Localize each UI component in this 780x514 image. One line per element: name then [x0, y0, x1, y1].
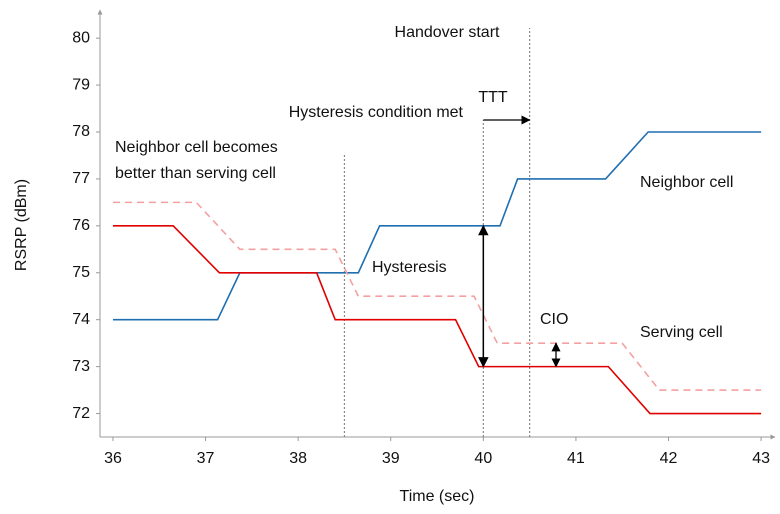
- y-tick-label: 73: [72, 358, 90, 375]
- x-axis-label: Time (sec): [400, 488, 475, 505]
- y-tick-label: 77: [72, 170, 90, 187]
- series-line: [112, 201, 762, 391]
- annotation: Hysteresis: [372, 259, 447, 276]
- x-tick-label: 42: [660, 450, 678, 467]
- annotation: Handover start: [395, 24, 500, 41]
- x-tick-label: 43: [752, 450, 770, 467]
- y-tick-label: 75: [72, 264, 90, 281]
- y-tick-label: 78: [72, 123, 90, 140]
- y-tick-label: 74: [72, 311, 90, 328]
- annotation: better than serving cell: [115, 165, 276, 182]
- x-tick-label: 41: [567, 450, 585, 467]
- y-tick-label: 80: [72, 29, 90, 46]
- annotation: CIO: [540, 311, 568, 328]
- y-tick-label: 76: [72, 217, 90, 234]
- series-label: Serving cell: [640, 324, 723, 341]
- x-tick-label: 40: [474, 450, 492, 467]
- annotation: TTT: [478, 89, 508, 106]
- series-line: [112, 225, 762, 415]
- x-tick-label: 37: [197, 450, 215, 467]
- x-tick-label: 36: [104, 450, 122, 467]
- x-tick-label: 39: [382, 450, 400, 467]
- y-axis-label: RSRP (dBm): [13, 179, 30, 271]
- annotation: Neighbor cell becomes: [115, 139, 278, 156]
- x-tick-label: 38: [289, 450, 307, 467]
- y-tick-label: 72: [72, 405, 90, 422]
- annotation: Hysteresis condition met: [289, 104, 464, 121]
- y-tick-label: 79: [72, 76, 90, 93]
- series-label: Neighbor cell: [640, 174, 733, 191]
- series-line: [112, 131, 762, 321]
